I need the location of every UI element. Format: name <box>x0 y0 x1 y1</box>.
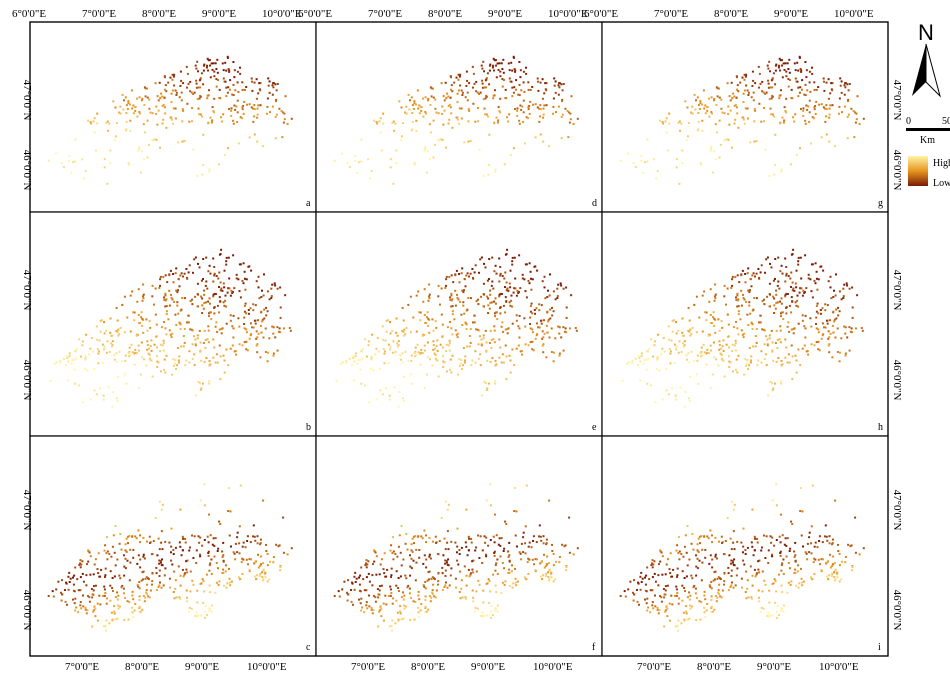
map-panel-frame <box>29 21 317 213</box>
top-longitude-tick-label: 10°0'0"E <box>262 8 302 20</box>
bottom-longitude-tick-label: 9°0'0"E <box>757 661 791 673</box>
map-panel-frame <box>315 435 603 657</box>
left-latitude-tick-label: 47°0'0"N <box>21 80 33 121</box>
bottom-longitude-tick-label: 10°0'0"E <box>819 661 859 673</box>
top-longitude-tick-label: 9°0'0"E <box>774 8 808 20</box>
top-longitude-tick-label: 8°0'0"E <box>714 8 748 20</box>
panel-letter: f <box>592 642 596 653</box>
right-latitude-tick-label: 47°0'0"N <box>891 270 903 311</box>
legend: High Low <box>908 156 950 189</box>
bottom-longitude-tick-label: 8°0'0"E <box>697 661 731 673</box>
north-arrow-left-half-icon <box>912 44 926 96</box>
north-arrow-label: N <box>918 20 934 45</box>
suitability-raster <box>335 248 578 408</box>
bottom-longitude-tick-label: 8°0'0"E <box>411 661 445 673</box>
top-longitude-tick-label: 9°0'0"E <box>488 8 522 20</box>
scale-bar-start: 0 <box>906 116 911 127</box>
panel-letter: c <box>306 642 311 653</box>
scale-bar-line <box>906 128 950 131</box>
map-panel-frame <box>29 211 317 437</box>
map-panel-i: i <box>601 435 889 657</box>
bottom-longitude-tick-label: 10°0'0"E <box>247 661 287 673</box>
map-panel-frame <box>315 21 603 213</box>
panel-letter: h <box>878 422 883 433</box>
suitability-raster <box>621 248 864 408</box>
north-arrow-right-half-icon <box>925 43 941 98</box>
bottom-longitude-tick-label: 9°0'0"E <box>471 661 505 673</box>
top-longitude-labels: 6°0'0"E 7°0'0"E 8°0'0"E 9°0'0"E 10°0'0"E6°0'… <box>12 8 874 20</box>
map-panel-frame <box>29 435 317 657</box>
map-panel-frame <box>601 211 889 437</box>
right-latitude-tick-label: 46°0'0"N <box>891 590 903 631</box>
map-panel-frame <box>601 21 889 213</box>
map-panel-frame <box>315 211 603 437</box>
right-latitude-tick-label: 46°0'0"N <box>891 360 903 401</box>
map-panel-d: d <box>315 21 603 213</box>
panel-letter: e <box>592 422 597 433</box>
scale-bar: 0 50 Km <box>906 116 950 146</box>
top-longitude-tick-label: 8°0'0"E <box>428 8 462 20</box>
panel-letter: i <box>878 642 881 653</box>
left-latitude-tick-label: 46°0'0"N <box>21 360 33 401</box>
figure-outer-frame <box>29 21 889 657</box>
right-latitude-tick-label: 46°0'0"N <box>891 150 903 191</box>
panel-letter: g <box>878 198 883 209</box>
bottom-longitude-tick-label: 9°0'0"E <box>185 661 219 673</box>
top-longitude-tick-label: 6°0'0"E <box>584 8 618 20</box>
top-longitude-tick-label: 10°0'0"E <box>548 8 588 20</box>
map-panel-g: g <box>601 21 889 213</box>
left-latitude-tick-label: 47°0'0"N <box>21 490 33 531</box>
suitability-raster <box>619 483 865 632</box>
bottom-longitude-tick-label: 8°0'0"E <box>125 661 159 673</box>
map-panel-f: f <box>315 435 603 657</box>
top-longitude-tick-label: 10°0'0"E <box>834 8 874 20</box>
suitability-raster <box>47 483 293 632</box>
top-longitude-tick-label: 7°0'0"E <box>368 8 402 20</box>
bottom-longitude-tick-label: 7°0'0"E <box>65 661 99 673</box>
top-longitude-tick-label: 6°0'0"E <box>12 8 46 20</box>
bottom-longitude-tick-label: 7°0'0"E <box>637 661 671 673</box>
bottom-longitude-labels: 7°0'0"E 8°0'0"E 9°0'0"E 10°0'0"E 7°0'0"E 8°0'… <box>65 661 859 673</box>
bottom-longitude-tick-label: 10°0'0"E <box>533 661 573 673</box>
legend-color-ramp <box>908 156 928 186</box>
panel-letter: b <box>306 422 311 433</box>
right-latitude-tick-label: 47°0'0"N <box>891 80 903 121</box>
panel-letter: d <box>592 198 597 209</box>
bottom-longitude-tick-label: 7°0'0"E <box>351 661 385 673</box>
panel-letter: a <box>306 198 311 209</box>
map-panel-a: a <box>29 21 317 213</box>
legend-high-label: High <box>933 158 950 169</box>
top-longitude-tick-label: 7°0'0"E <box>82 8 116 20</box>
legend-low-label: Low <box>933 178 950 189</box>
suitability-raster <box>619 55 865 185</box>
right-latitude-tick-label: 47°0'0"N <box>891 490 903 531</box>
left-latitude-tick-label: 47°0'0"N <box>21 270 33 311</box>
north-arrow: N <box>912 20 941 98</box>
suitability-raster <box>49 248 292 408</box>
suitability-raster <box>333 483 579 632</box>
top-longitude-tick-label: 6°0'0"E <box>298 8 332 20</box>
map-panel-h: h <box>601 211 889 437</box>
suitability-raster <box>333 55 579 185</box>
suitability-raster <box>47 55 293 185</box>
map-panels-grid: a d g b e h c f i <box>29 21 889 657</box>
top-longitude-tick-label: 9°0'0"E <box>202 8 236 20</box>
map-panel-frame <box>601 435 889 657</box>
map-panel-b: b <box>29 211 317 437</box>
scale-bar-end: 50 <box>942 116 950 127</box>
left-latitude-tick-label: 46°0'0"N <box>21 590 33 631</box>
map-panel-e: e <box>315 211 603 437</box>
top-longitude-tick-label: 7°0'0"E <box>654 8 688 20</box>
latitude-labels: 47°0'0"N 47°0'0"N 46°0'0"N 46°0'0"N 47°0'0"N… <box>21 80 903 631</box>
map-panel-c: c <box>29 435 317 657</box>
top-longitude-tick-label: 8°0'0"E <box>142 8 176 20</box>
scale-bar-unit: Km <box>920 135 935 146</box>
left-latitude-tick-label: 46°0'0"N <box>21 150 33 191</box>
